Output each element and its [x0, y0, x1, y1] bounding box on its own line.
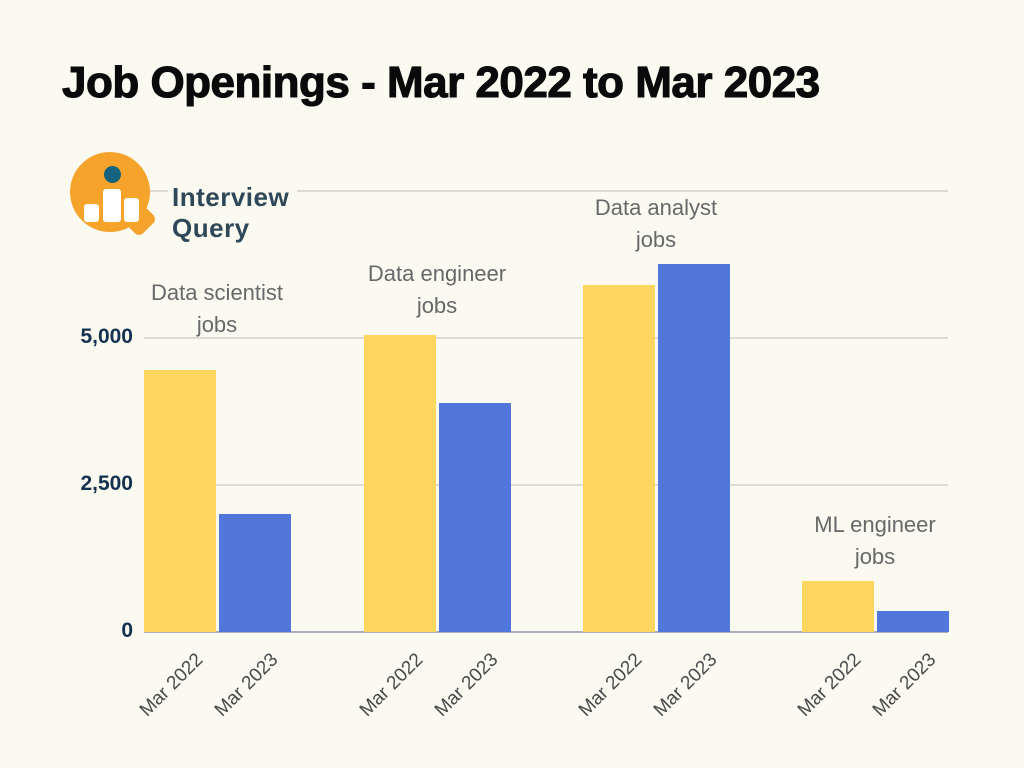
bar-data-analyst-jobs-mar-2022 — [582, 285, 655, 632]
x-axis-tick-label-data-engineer-jobs-mar-2022: Mar 2022 — [356, 649, 428, 721]
x-axis-tick-label-ml-engineer-jobs-mar-2023: Mar 2023 — [869, 649, 941, 721]
y-axis-tick-label-5000: 5,000 — [80, 325, 133, 348]
group-label-ml-engineer-jobs: ML engineer jobs — [735, 509, 1015, 573]
group-label-data-analyst-jobs: Data analyst jobs — [516, 192, 796, 256]
logo-chart-bar-icon — [84, 204, 99, 222]
logo-chart-bar-icon — [103, 189, 121, 222]
group-label-line: jobs — [635, 227, 677, 252]
x-axis-tick-label-data-scientist-jobs-mar-2023: Mar 2023 — [211, 649, 283, 721]
group-label-line: jobs — [416, 293, 458, 318]
group-label-data-engineer-jobs: Data engineer jobs — [297, 258, 577, 322]
group-label-line: Data scientist — [150, 280, 284, 305]
y-axis-tick-label-0: 0 — [121, 619, 133, 642]
logo-chart-bar-icon — [124, 198, 139, 222]
x-axis-tick-label-data-scientist-jobs-mar-2022: Mar 2022 — [136, 649, 208, 721]
gridline-7500 — [144, 190, 948, 192]
page-title: Job Openings - Mar 2022 to Mar 2023 — [61, 57, 820, 107]
x-axis-tick-label-data-analyst-jobs-mar-2023: Mar 2023 — [650, 649, 722, 721]
bar-data-scientist-jobs-mar-2023 — [218, 514, 291, 632]
group-label-line: jobs — [854, 544, 896, 569]
bar-data-engineer-jobs-mar-2023 — [438, 403, 511, 632]
group-label-line: jobs — [196, 312, 238, 337]
gridline-2500 — [144, 484, 948, 486]
x-axis-tick-label-ml-engineer-jobs-mar-2022: Mar 2022 — [794, 649, 866, 721]
bar-data-scientist-jobs-mar-2022 — [143, 370, 216, 632]
group-label-line: Data analyst — [594, 195, 718, 220]
bar-ml-engineer-jobs-mar-2022 — [801, 581, 874, 632]
brand-name: Interview Query — [168, 180, 298, 246]
logo-dot-icon — [104, 166, 121, 183]
bar-data-analyst-jobs-mar-2023 — [657, 264, 730, 632]
group-label-line: Data engineer — [367, 261, 507, 286]
group-label-data-scientist-jobs: Data scientist jobs — [77, 277, 357, 341]
bar-data-engineer-jobs-mar-2022 — [363, 335, 436, 632]
x-axis-tick-label-data-analyst-jobs-mar-2022: Mar 2022 — [575, 649, 647, 721]
bar-ml-engineer-jobs-mar-2023 — [876, 611, 949, 632]
group-label-line: ML engineer — [814, 512, 936, 537]
x-axis-tick-label-data-engineer-jobs-mar-2023: Mar 2023 — [431, 649, 503, 721]
gridline-0 — [144, 631, 948, 633]
y-axis-tick-label-2500: 2,500 — [80, 472, 133, 495]
gridline-5000 — [144, 337, 948, 339]
